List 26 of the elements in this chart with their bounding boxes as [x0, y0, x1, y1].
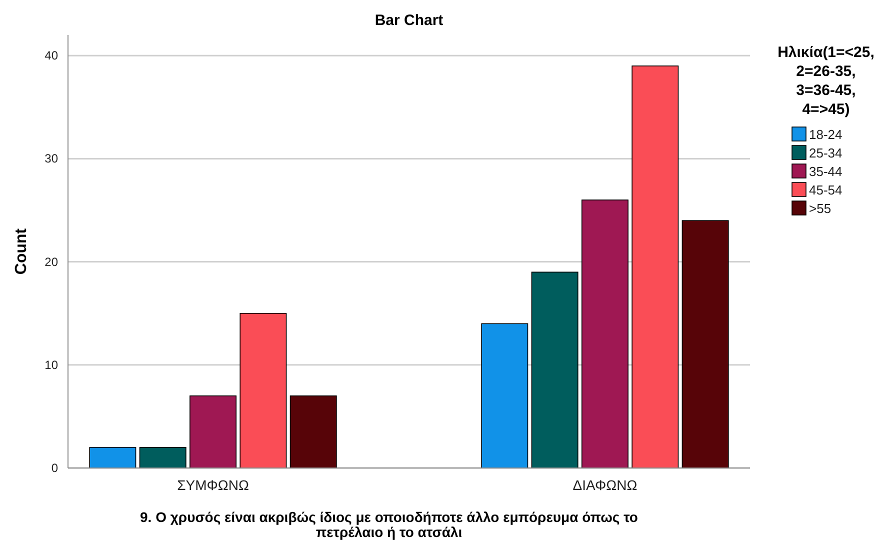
legend-label: 45-54 — [809, 182, 842, 198]
bar — [481, 323, 528, 468]
bar — [581, 200, 628, 468]
legend-label: >55 — [809, 201, 832, 216]
bar — [89, 446, 136, 468]
x-tick-label: ΔΙΑΦΩΝΩ — [572, 477, 638, 493]
chart-title: Bar Chart — [374, 12, 444, 29]
bar — [531, 272, 578, 468]
bar — [190, 395, 237, 468]
legend-title: Ηλικία(1=<25, 2=26-35, 3=36-45, 4=>45) — [778, 44, 874, 118]
bar — [139, 446, 186, 468]
legend-label: 35-44 — [809, 164, 842, 179]
legend-label: 25-34 — [809, 146, 842, 160]
y-tick-label: 20 — [44, 254, 58, 269]
bar — [632, 66, 679, 468]
legend-label: 18-24 — [809, 127, 842, 142]
x-axis-title: 9. Ο χρυσός είναι ακριβώς ίδιος με οποιοδήποτε άλλο εμπόρευμα όπως το πετρέλαιο ή το ατσάλι — [140, 509, 638, 540]
y-tick-label: 30 — [44, 152, 58, 166]
y-tick-label: 0 — [51, 461, 58, 475]
bar — [682, 220, 729, 468]
y-tick-label: 40 — [44, 48, 58, 63]
bar — [240, 312, 287, 468]
y-tick-label: 10 — [44, 358, 58, 372]
x-tick-label: ΣΥΜΦΩΝΩ — [177, 477, 249, 493]
y-axis-title: Count — [13, 228, 30, 275]
bar — [290, 395, 337, 468]
